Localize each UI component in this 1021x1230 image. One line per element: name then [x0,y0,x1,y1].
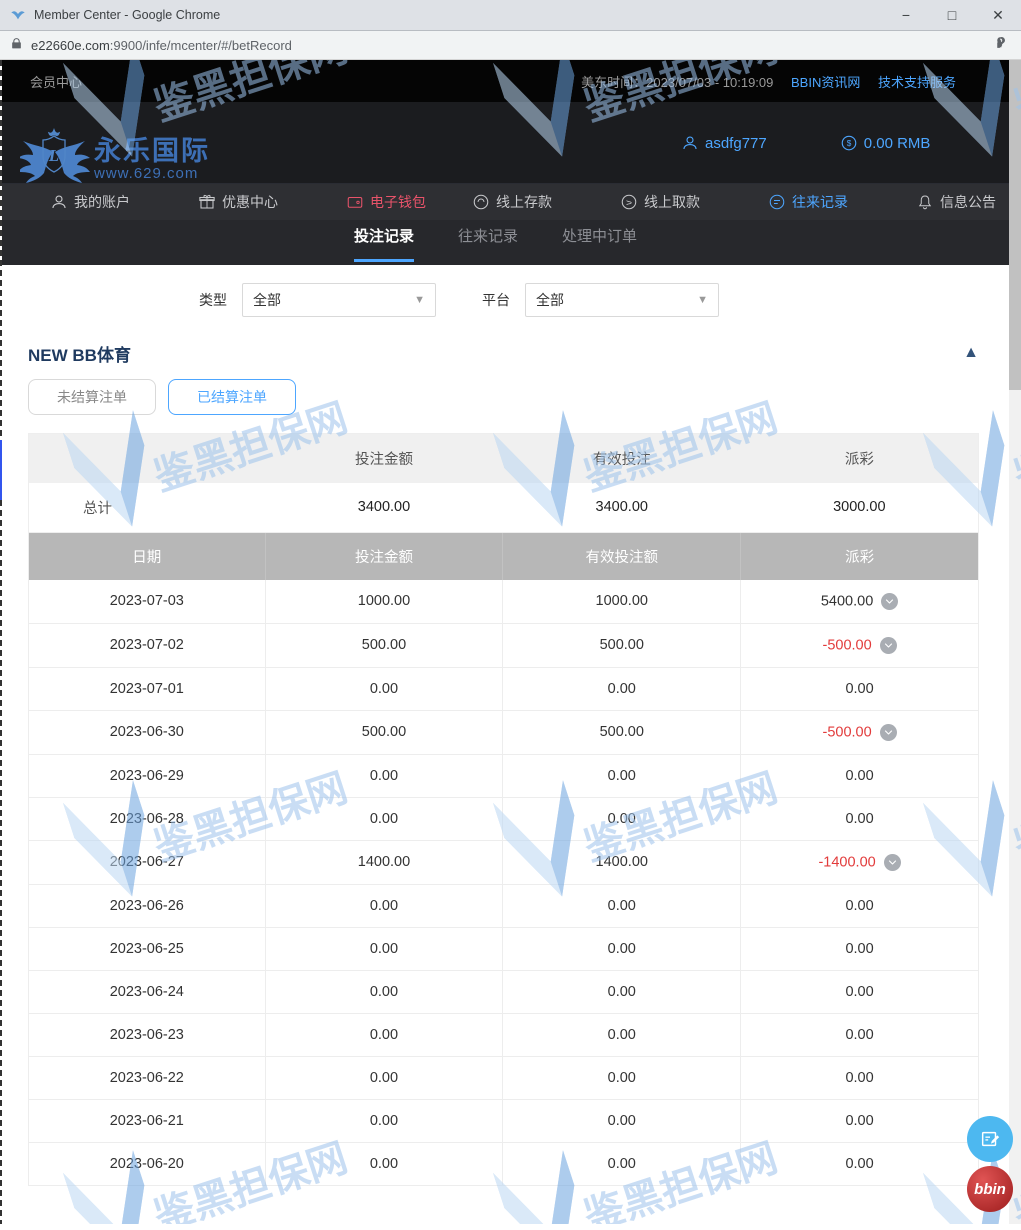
svg-text:L: L [48,146,59,165]
svg-text:永乐国际: 永乐国际 [93,136,210,166]
svg-text:$: $ [846,139,851,148]
svg-text:www.629.com: www.629.com [93,165,198,182]
